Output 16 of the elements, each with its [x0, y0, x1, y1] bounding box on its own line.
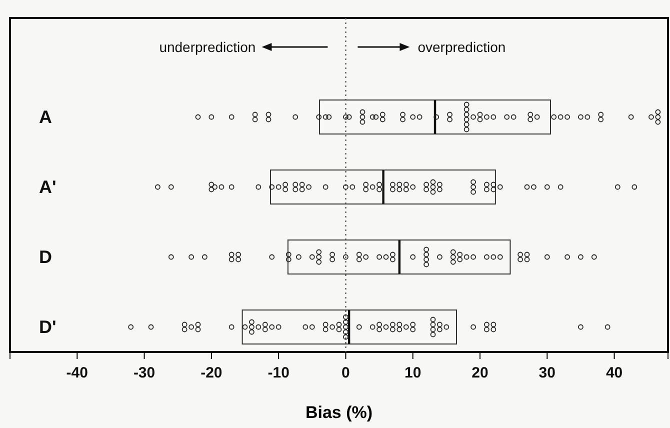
x-tick-label: -40 [66, 364, 88, 382]
x-tick-label: 20 [472, 364, 488, 382]
x-tick-label: -30 [133, 364, 156, 382]
x-axis-title: Bias (%) [305, 403, 373, 422]
y-tick-label: D' [39, 316, 56, 337]
x-tick-label: -20 [200, 364, 222, 382]
x-tick-label: 10 [404, 364, 422, 382]
x-tick-label: 40 [606, 364, 623, 382]
y-tick-label: A [39, 106, 52, 127]
x-tick-label: 30 [538, 364, 556, 382]
x-tick-label: 0 [342, 364, 350, 382]
x-tick-label: -10 [268, 364, 290, 382]
y-tick-label: A' [39, 176, 56, 197]
annotation: underprediction [159, 39, 256, 55]
annotation: overprediction [418, 39, 506, 55]
y-tick-label: D [39, 246, 52, 267]
